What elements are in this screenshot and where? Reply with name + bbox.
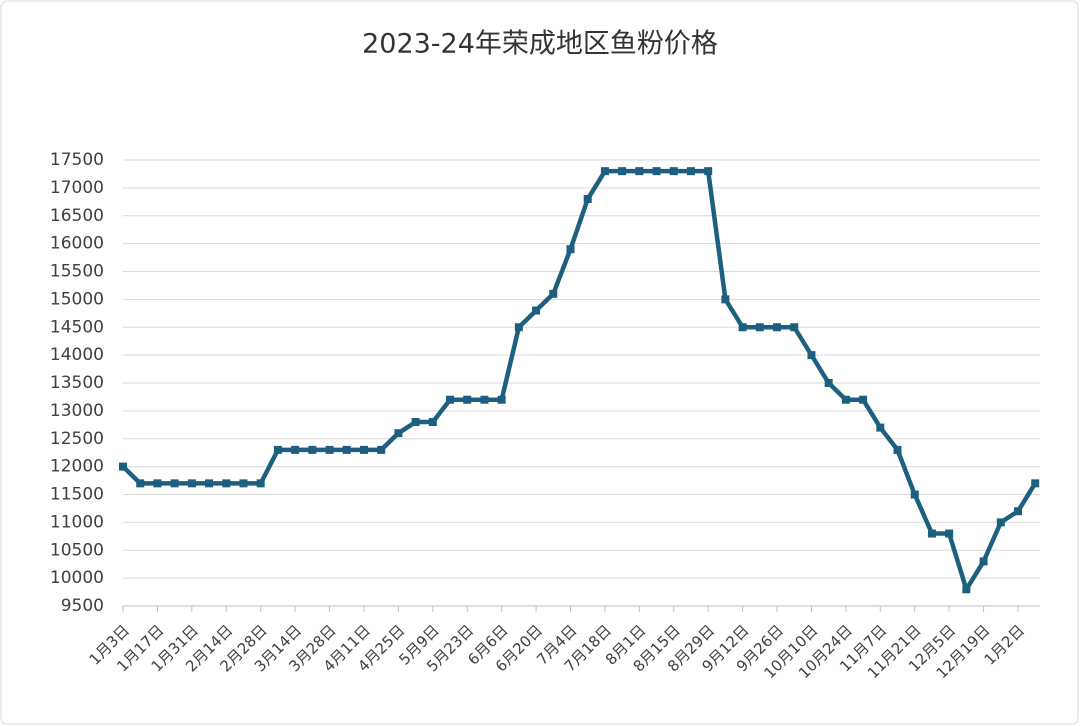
point-marker [927,529,936,538]
point-marker [755,323,764,332]
point-marker [273,445,282,454]
point-marker [635,167,644,176]
point-marker [773,323,782,332]
y-tick-label: 14500 [50,317,104,337]
y-tick-label: 17000 [50,178,104,198]
point-marker [859,395,868,404]
point-marker [876,423,885,432]
y-tick-label: 10500 [50,540,104,560]
point-marker [187,479,196,488]
point-marker [841,395,850,404]
point-marker [446,395,455,404]
point-marker [377,445,386,454]
point-marker [686,167,695,176]
point-marker [359,445,368,454]
point-marker [205,479,214,488]
point-marker [394,429,403,438]
point-marker [704,167,713,176]
point-marker [721,295,730,304]
point-marker [532,306,541,315]
point-marker [480,395,489,404]
point-marker [945,529,954,538]
y-tick-label: 16500 [50,206,104,226]
point-marker [996,518,1005,527]
point-marker [119,462,127,471]
point-marker [910,490,919,499]
point-marker [153,479,162,488]
point-marker [291,445,300,454]
point-marker [428,418,437,427]
point-marker [342,445,351,454]
point-marker [979,557,988,566]
point-marker [669,167,678,176]
point-marker [256,479,265,488]
point-marker [411,418,420,427]
point-marker [549,289,558,298]
y-tick-label: 9500 [61,596,104,616]
y-tick-label: 12000 [50,457,104,477]
y-tick-label: 13500 [50,373,104,393]
point-marker [170,479,179,488]
point-marker [738,323,747,332]
chart-title: 2023-24年荣成地区鱼粉价格 [362,29,718,60]
point-marker [583,195,592,204]
point-marker [962,585,971,594]
point-marker [652,167,661,176]
point-marker [1014,507,1022,516]
y-tick-label: 11500 [50,485,104,505]
y-tick-label: 14000 [50,345,104,365]
y-tick-label: 10000 [50,568,104,588]
point-marker [566,245,575,254]
y-tick-label: 15000 [50,289,104,309]
point-marker [824,379,833,387]
point-marker [893,445,902,454]
point-marker [308,445,317,454]
point-marker [807,351,816,360]
point-marker [497,395,506,404]
y-tick-label: 16000 [50,234,104,254]
point-marker [222,479,231,488]
y-tick-label: 11000 [50,512,104,532]
point-marker [790,323,799,332]
y-tick-label: 15500 [50,262,104,282]
y-tick-label: 13000 [50,401,104,421]
point-marker [239,479,248,488]
point-marker [618,167,627,176]
y-tick-label: 17500 [50,150,104,170]
point-marker [136,479,145,488]
point-marker [1031,479,1040,488]
point-marker [325,445,334,454]
point-marker [463,395,472,404]
point-marker [514,323,523,332]
y-tick-label: 12500 [50,429,104,449]
point-marker [600,167,609,176]
